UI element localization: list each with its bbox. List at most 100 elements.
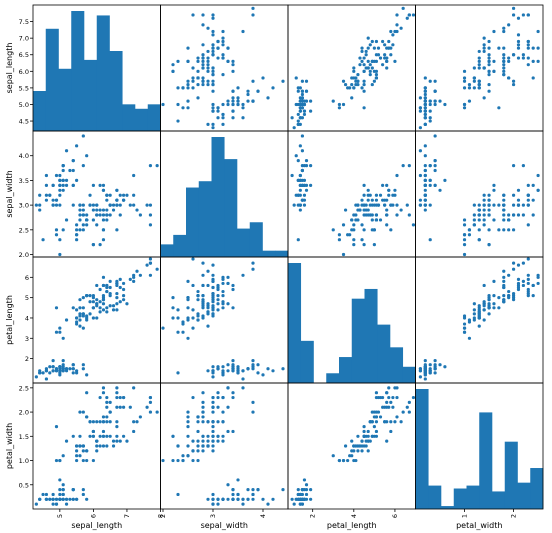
scatter-point <box>516 283 521 288</box>
scatter-point <box>300 134 304 138</box>
scatter-point <box>251 6 255 10</box>
scatter-point <box>221 306 225 310</box>
scatter-point <box>118 405 122 409</box>
scatter-point <box>201 415 205 419</box>
scatter-point <box>370 39 374 44</box>
scatter-point <box>366 449 370 453</box>
scatter-point <box>482 308 486 312</box>
scatter-point <box>186 420 190 424</box>
scatter-point <box>358 208 362 212</box>
scatter-point <box>401 163 405 168</box>
scatter-point <box>171 296 175 300</box>
scatter-point <box>511 261 516 265</box>
scatter-point <box>211 369 215 373</box>
scatter-point <box>101 218 106 222</box>
scatter-point <box>81 363 85 367</box>
scatter-point <box>64 178 69 183</box>
scatter-point <box>507 213 511 217</box>
scatter-point <box>395 386 399 390</box>
scatter-point <box>201 400 205 404</box>
scatter-point <box>385 405 389 409</box>
scatter-point <box>526 281 530 286</box>
scatter-point <box>502 218 506 222</box>
scatter-point <box>362 243 366 247</box>
scatter-point <box>381 183 385 187</box>
scatter-point <box>78 324 82 328</box>
scatter-point <box>526 63 530 67</box>
scatter-point <box>95 208 99 212</box>
scatter-point <box>423 369 427 373</box>
scatter-point <box>492 306 496 310</box>
scatter-point <box>251 492 255 497</box>
cell-sepal_width-vs-sepal_length <box>32 130 161 258</box>
scatter-point <box>428 369 432 373</box>
cell-sepal_width-vs-petal_width <box>415 130 544 258</box>
scatter-point <box>266 96 270 100</box>
scatter-point <box>95 298 99 302</box>
scatter-point <box>271 369 275 373</box>
scatter-point <box>395 23 399 27</box>
scatter-point <box>356 82 360 87</box>
scatter-point <box>186 415 190 419</box>
scatter-point <box>423 109 427 113</box>
scatter-point <box>370 218 374 222</box>
scatter-point <box>511 82 516 87</box>
scatter-point <box>71 168 75 173</box>
scatter-point <box>196 69 200 73</box>
scatter-point <box>54 173 59 178</box>
scatter-point <box>211 439 215 443</box>
scatter-point <box>211 82 215 87</box>
scatter-point <box>477 63 481 67</box>
scatter-point <box>399 26 403 30</box>
scatter-point <box>497 106 501 110</box>
scatter-point <box>482 283 486 288</box>
scatter-point <box>34 502 38 506</box>
scatter-point <box>364 53 368 57</box>
scatter-point <box>171 63 175 67</box>
scatter-point <box>58 488 62 492</box>
scatter-point <box>531 198 535 202</box>
scatter-point <box>507 289 511 294</box>
hist-bar <box>71 11 85 131</box>
scatter-point <box>487 59 491 63</box>
hist-bar <box>224 159 238 257</box>
scatter-point <box>34 375 38 379</box>
scatter-point <box>266 367 270 371</box>
scatter-point <box>231 99 235 103</box>
scatter-point <box>98 434 102 438</box>
scatter-point <box>206 56 210 60</box>
scatter-point <box>467 99 472 103</box>
scatter-point <box>462 238 467 242</box>
cell-frame <box>160 256 289 384</box>
scatter-point <box>211 434 215 438</box>
scatter-point <box>41 492 45 497</box>
scatter-point <box>387 193 391 197</box>
scatter-point <box>502 29 506 34</box>
scatter-point <box>206 59 210 63</box>
scatter-point <box>387 386 391 390</box>
scatter-point <box>492 59 496 63</box>
scatter-point <box>281 367 285 371</box>
scatter-point <box>360 46 364 50</box>
scatter-point <box>389 400 393 404</box>
scatter-point <box>516 203 521 207</box>
scatter-point <box>374 420 379 424</box>
scatter-point <box>423 144 427 148</box>
scatter-point <box>309 109 313 113</box>
scatter-point <box>186 444 190 448</box>
scatter-point <box>423 377 427 381</box>
scatter-point <box>75 454 79 458</box>
scatter-point <box>298 173 302 178</box>
scatter-point <box>201 410 205 414</box>
scatter-point <box>300 168 304 173</box>
scatter-point <box>472 302 476 306</box>
scatter-point <box>171 306 175 310</box>
scatter-point <box>352 69 356 73</box>
y-tick-label: 7.5 <box>19 18 29 26</box>
scatter-point <box>186 279 190 283</box>
scatter-point <box>309 497 313 501</box>
scatter-point <box>370 198 374 202</box>
scatter-point <box>38 193 42 197</box>
scatter-point <box>211 79 215 83</box>
scatter-point <box>511 79 516 83</box>
